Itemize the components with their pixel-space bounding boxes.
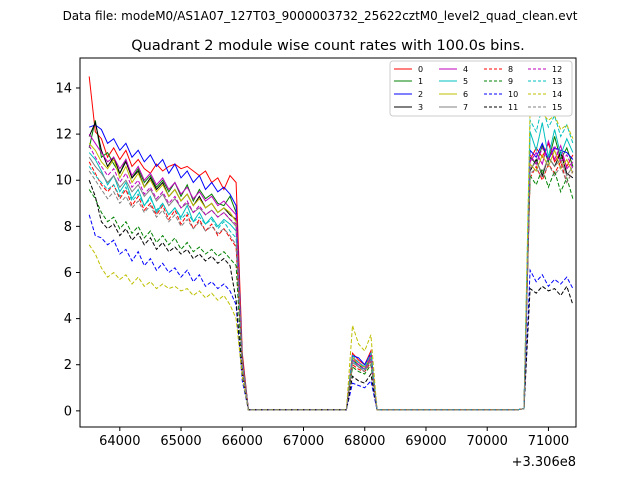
legend-label-15: 15 <box>552 103 562 112</box>
chart-title: Quadrant 2 module wise count rates with … <box>131 38 525 54</box>
legend-label-7: 7 <box>463 103 468 112</box>
x-tick-label: 67000 <box>283 434 324 449</box>
y-tick-label: 12 <box>55 128 72 143</box>
legend-label-0: 0 <box>418 65 423 74</box>
legend-label-14: 14 <box>552 90 562 99</box>
x-axis-offset-text: +3.306e8 <box>512 455 576 470</box>
legend-label-9: 9 <box>508 77 513 86</box>
legend-label-8: 8 <box>508 65 513 74</box>
x-tick-label: 70000 <box>467 434 508 449</box>
legend-label-6: 6 <box>463 90 468 99</box>
y-tick-label: 2 <box>64 358 72 373</box>
legend-label-5: 5 <box>463 77 468 86</box>
y-tick-label: 4 <box>64 312 72 327</box>
legend-label-11: 11 <box>508 103 518 112</box>
legend-label-10: 10 <box>508 90 518 99</box>
figure-suptitle: Data file: modeM0/AS1A07_127T03_90000037… <box>63 9 578 23</box>
x-tick-label: 68000 <box>344 434 385 449</box>
y-tick-label: 0 <box>64 404 72 419</box>
x-tick-label: 66000 <box>222 434 263 449</box>
plot-frame <box>79 57 577 428</box>
x-tick-label: 71000 <box>528 434 569 449</box>
legend-label-3: 3 <box>418 103 423 112</box>
plot-lines <box>88 76 574 411</box>
x-tick-label: 64000 <box>99 434 140 449</box>
x-tick-label: 65000 <box>160 434 201 449</box>
legend-box <box>389 60 573 117</box>
y-tick-label: 14 <box>55 81 72 96</box>
legend-label-13: 13 <box>552 77 562 86</box>
legend-label-1: 1 <box>418 77 423 86</box>
legend-label-12: 12 <box>552 65 562 74</box>
y-tick-label: 6 <box>64 266 72 281</box>
x-tick-label: 69000 <box>405 434 446 449</box>
y-tick-label: 10 <box>55 174 72 189</box>
legend-label-4: 4 <box>463 65 468 74</box>
legend-label-2: 2 <box>418 90 423 99</box>
y-axis: 0 2 4 6 8 10 12 14 <box>55 81 80 419</box>
y-tick-label: 8 <box>64 220 72 235</box>
x-axis: 64000 65000 66000 67000 68000 69000 70000 71000 <box>99 427 569 449</box>
series-line-15 <box>88 162 574 411</box>
